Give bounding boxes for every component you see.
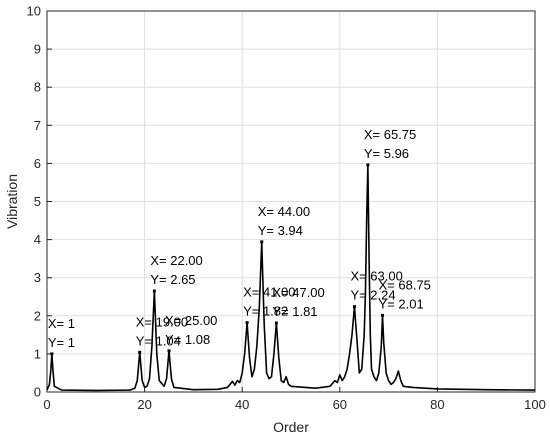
datatip-y-label: Y= 2.65 xyxy=(150,272,195,287)
datatip-y-label: Y= 1.82 xyxy=(243,304,288,319)
annotations: X= 1 Y= 1 X= 19.00 Y= 1.04 X= 22.00 Y= 2.65 X=… xyxy=(48,127,431,356)
y-tick-label: 10 xyxy=(27,4,41,19)
datatip-marker xyxy=(245,321,249,325)
y-tick-label: 7 xyxy=(34,118,41,133)
datatip-y-label: Y= 1.81 xyxy=(272,304,317,319)
y-axis-title: Vibration xyxy=(4,174,20,229)
datatip-x-label: X= 19.00 xyxy=(136,314,188,329)
x-tick-label: 80 xyxy=(430,397,444,412)
datatip-x-label: X= 41.00 xyxy=(243,285,295,300)
datatip-x-label: X= 63.00 xyxy=(350,269,402,284)
datatip-x-label: X= 22.00 xyxy=(150,253,202,268)
datatip-marker xyxy=(366,163,370,167)
datatip-x-label: X= 44.00 xyxy=(258,204,310,219)
y-tick-label: 5 xyxy=(34,194,41,209)
axis-ticks: 0 20 40 60 80 100 0 1 2 3 4 5 6 7 8 9 10 xyxy=(27,4,546,413)
datatip-marker xyxy=(260,240,264,244)
datatip-marker xyxy=(152,289,156,293)
datatip-marker xyxy=(167,349,171,353)
x-tick-label: 40 xyxy=(235,397,249,412)
series-line xyxy=(46,164,536,392)
datatip-x-label: X= 1 xyxy=(48,316,75,331)
y-tick-label: 6 xyxy=(34,156,41,171)
datatip-y-label: Y= 5.96 xyxy=(364,146,409,161)
datatip-y-label: Y= 1 xyxy=(48,335,75,350)
y-tick-label: 4 xyxy=(34,232,41,247)
datatip-marker xyxy=(381,313,384,317)
x-tick-label: 100 xyxy=(524,397,546,412)
datatip-marker xyxy=(274,321,278,325)
datatip-y-label: Y= 1.08 xyxy=(165,332,210,347)
datatip-x-label: X= 68.75 xyxy=(379,277,431,292)
x-tick-label: 20 xyxy=(137,397,151,412)
datatip-x-label: X= 25.00 xyxy=(165,313,217,328)
datatip-x-label: X= 65.75 xyxy=(364,127,416,142)
datatip-y-label: Y= 2.24 xyxy=(350,288,395,303)
x-tick-label: 60 xyxy=(333,397,347,412)
x-axis-title: Order xyxy=(273,419,309,435)
datatip-marker xyxy=(50,352,54,356)
y-tick-label: 0 xyxy=(34,385,41,400)
datatip-marker xyxy=(138,350,142,354)
x-tick-label: 0 xyxy=(43,397,50,412)
datatip-x-label: X= 47.00 xyxy=(272,285,324,300)
y-tick-label: 2 xyxy=(34,308,41,323)
datatip-y-label: Y= 1.04 xyxy=(136,333,181,348)
y-tick-label: 1 xyxy=(34,346,41,361)
datatip-y-label: Y= 2.01 xyxy=(379,296,424,311)
y-tick-label: 9 xyxy=(34,42,41,57)
datatip-marker xyxy=(352,305,356,309)
y-tick-label: 8 xyxy=(34,80,41,95)
y-tick-label: 3 xyxy=(34,270,41,285)
datatip-y-label: Y= 3.94 xyxy=(258,223,303,238)
